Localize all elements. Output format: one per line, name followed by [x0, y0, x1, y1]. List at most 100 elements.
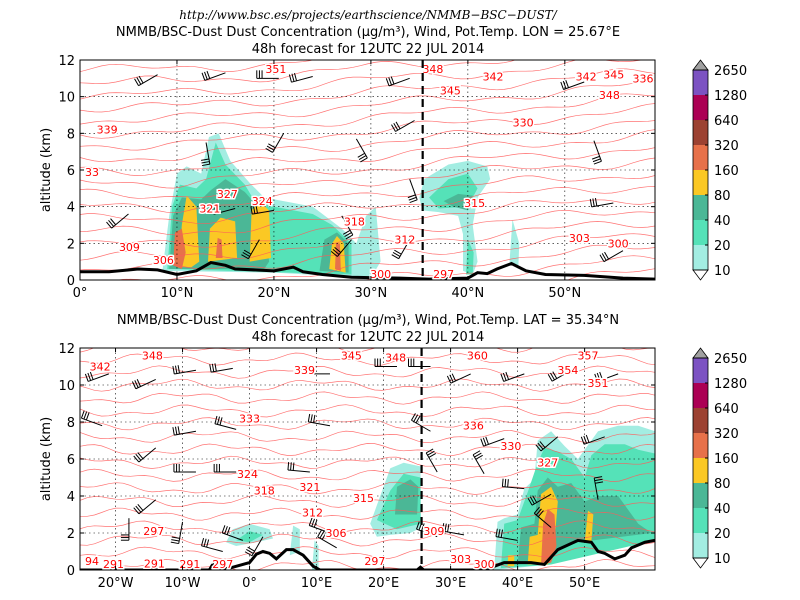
- theta-contour-306: [80, 221, 655, 261]
- theta-contour-label: 297: [212, 558, 233, 571]
- colorbar-under-arrow: [692, 269, 709, 281]
- wind-barb: [221, 525, 244, 541]
- panel-latitude-section: NMMB/BSC-Dust Dust Concentration (μg/m³)…: [39, 25, 656, 301]
- colorbar-label: 2650: [714, 64, 747, 79]
- wind-barb: [593, 476, 604, 500]
- theta-contour-label: 291: [103, 558, 124, 571]
- panel-longitude-section: NMMB/BSC-Dust Dust Concentration (μg/m³)…: [39, 301, 656, 591]
- colorbar-segment: [693, 483, 708, 508]
- wind-barb: [425, 448, 438, 473]
- colorbar-label: 640: [714, 114, 739, 129]
- theta-contour-label: 348: [142, 349, 163, 362]
- wind-barb: [307, 365, 330, 375]
- panel-subtitle: 48h forecast for 12UTC 22 JUL 2014: [252, 42, 485, 57]
- wind-barb: [120, 518, 130, 541]
- theta-contour-336: [80, 93, 655, 139]
- theta-contour-label: 324: [252, 195, 273, 208]
- x-tick-label: 20°N: [258, 286, 291, 301]
- theta-contour-309: [80, 520, 655, 534]
- theta-contour-label: 342: [483, 71, 504, 84]
- theta-contour-label: 351: [265, 63, 286, 76]
- wind-barb: [560, 80, 585, 90]
- y-tick-label: 6: [67, 453, 75, 468]
- colorbar-segment: [693, 433, 708, 458]
- theta-contour-label: 303: [450, 553, 471, 566]
- colorbar-segment: [693, 358, 708, 383]
- colorbar-segment: [693, 533, 708, 558]
- wind-barb: [84, 371, 109, 382]
- theta-contour-318: [80, 481, 655, 495]
- wind-barb: [287, 462, 310, 473]
- wind-barb: [250, 205, 275, 215]
- wind-barb: [80, 410, 103, 427]
- wind-barb: [535, 436, 559, 452]
- colorbar-under-arrow: [692, 557, 709, 569]
- theta-contour-306: [80, 533, 655, 547]
- dust-region-80: [207, 217, 238, 262]
- x-tick-label: 10°N: [161, 286, 194, 301]
- y-tick-label: 2: [67, 527, 75, 542]
- wind-barb: [308, 517, 331, 534]
- theta-contour-label: 336: [463, 420, 484, 433]
- source-url: http://www.bsc.es/projects/earthscience/…: [179, 8, 558, 22]
- x-tick-label: 20°E: [368, 576, 399, 591]
- theta-contour-label: 351: [588, 377, 609, 390]
- dust-region-20: [236, 531, 263, 543]
- y-tick-label: 2: [67, 237, 75, 252]
- theta-contour-label: 309: [423, 525, 444, 538]
- panel-subtitle: 48h forecast for 12UTC 22 JUL 2014: [252, 330, 485, 345]
- theta-contour-327: [80, 443, 655, 456]
- theta-contour-label: 339: [294, 364, 315, 377]
- theta-contour-318: [80, 175, 655, 214]
- colorbar-segment: [693, 383, 708, 408]
- wind-barb: [131, 378, 156, 390]
- colorbar-label: 160: [714, 164, 739, 179]
- theta-contour-312: [80, 199, 655, 236]
- colorbar-segment: [693, 508, 708, 533]
- y-axis-label: altitude (km): [39, 417, 54, 501]
- colorbar-label: 160: [714, 452, 739, 467]
- colorbar-segment: [693, 170, 708, 195]
- wind-barb: [209, 363, 233, 373]
- colorbar-label: 2650: [714, 352, 747, 367]
- colorbar-segment: [693, 195, 708, 220]
- x-tick-label: 0°: [73, 286, 88, 301]
- colorbar-label: 1280: [714, 89, 747, 104]
- theta-contour-label: 327: [537, 457, 558, 470]
- theta-contour-label: 315: [353, 492, 374, 505]
- wind-barb: [501, 478, 525, 490]
- colorbar-segment: [693, 120, 708, 145]
- wind-barb: [472, 450, 485, 475]
- theta-contour-label: 300: [474, 558, 495, 571]
- wind-barb: [533, 506, 552, 528]
- theta-contour-360: [80, 301, 655, 314]
- colorbar-segment: [693, 70, 708, 95]
- colorbar-segment: [693, 220, 708, 245]
- x-tick-label: 10°E: [301, 576, 332, 591]
- wind-barb: [200, 142, 211, 167]
- y-tick-label: 4: [67, 490, 75, 505]
- terrain-line: [80, 261, 655, 280]
- wind-barb: [201, 70, 226, 81]
- theta-contour-300: [115, 244, 655, 280]
- wind-barb: [256, 70, 279, 79]
- colorbar-segment: [693, 245, 708, 270]
- theta-contour-324: [80, 147, 655, 189]
- theta-contour-312: [80, 507, 655, 521]
- theta-contour-label: 297: [143, 525, 164, 538]
- wind-barb: [317, 529, 337, 549]
- y-tick-label: 4: [67, 201, 75, 216]
- panel-title: NMMB/BSC-Dust Dust Concentration (μg/m³)…: [117, 313, 619, 328]
- wind-barb: [407, 358, 431, 367]
- wind-barb: [407, 178, 418, 204]
- theta-contour-label: 300: [608, 237, 629, 250]
- theta-contour-label: 342: [576, 71, 597, 84]
- wind-barb: [106, 213, 129, 229]
- theta-contour-label: 291: [144, 558, 165, 571]
- theta-contour-label: 291: [179, 558, 200, 571]
- wind-barb: [211, 204, 236, 215]
- wind-barb: [594, 371, 619, 382]
- theta-contour-label: 357: [577, 349, 598, 362]
- theta-contour-315: [80, 186, 655, 225]
